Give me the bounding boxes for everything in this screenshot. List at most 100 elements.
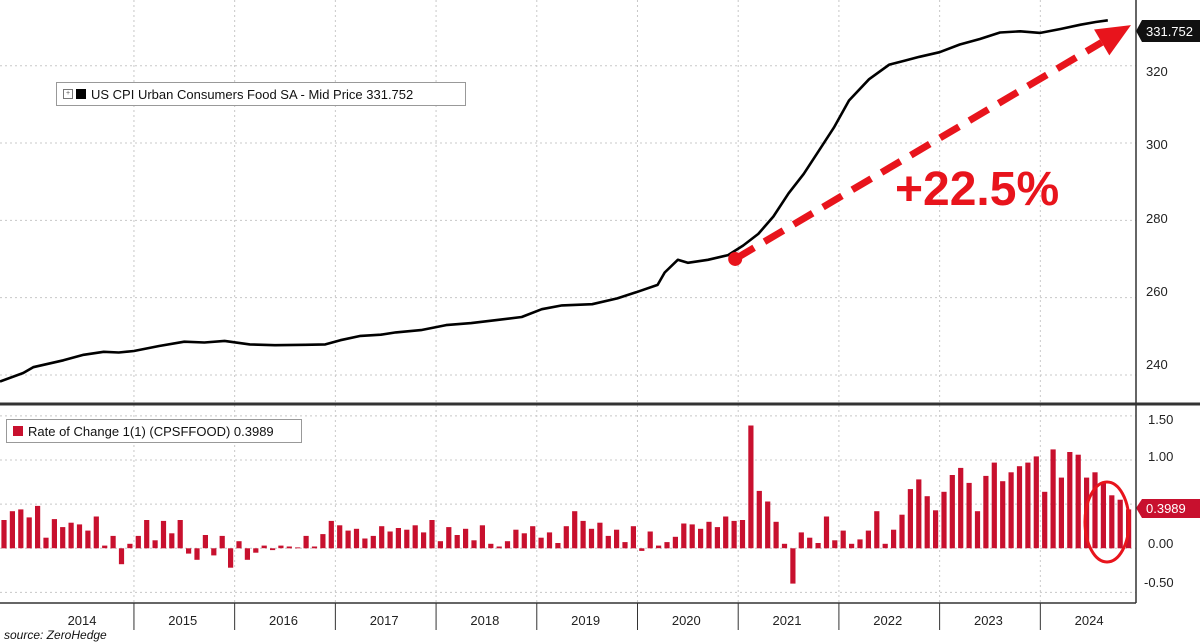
roc-bar xyxy=(580,520,586,549)
roc-bar xyxy=(429,520,435,549)
roc-bar xyxy=(9,511,15,549)
roc-bar xyxy=(983,475,989,549)
roc-bar xyxy=(664,542,670,549)
roc-bar xyxy=(286,546,292,549)
x-tick-label: 2024 xyxy=(1075,613,1104,628)
roc-bar xyxy=(639,548,645,551)
roc-bar xyxy=(672,536,678,549)
cpi-legend-label: US CPI Urban Consumers Food SA - Mid Pri… xyxy=(91,86,414,102)
roc-bar xyxy=(781,543,788,549)
roc-bar xyxy=(656,545,662,549)
roc-bar xyxy=(437,541,443,549)
roc-bar xyxy=(1050,449,1056,549)
roc-bar xyxy=(630,526,636,549)
roc-bar xyxy=(93,516,99,549)
roc-bar xyxy=(144,520,150,549)
roc-bar xyxy=(328,520,334,549)
roc-bar xyxy=(337,525,343,549)
roc-bar xyxy=(479,525,485,549)
roc-bar xyxy=(790,548,796,584)
roc-bar xyxy=(496,546,502,549)
roc-bar xyxy=(857,539,863,549)
roc-bar xyxy=(471,540,477,549)
roc-bar xyxy=(169,533,175,549)
roc-bar xyxy=(605,535,611,549)
roc-bar xyxy=(765,501,771,549)
x-tick-label: 2022 xyxy=(873,613,902,628)
roc-bar xyxy=(958,467,964,549)
roc-bar xyxy=(446,527,452,549)
roc-bar xyxy=(488,543,494,549)
expand-icon[interactable]: + xyxy=(63,89,73,99)
x-tick-label: 2023 xyxy=(974,613,1003,628)
roc-bar xyxy=(379,526,385,549)
roc-bar xyxy=(463,528,469,549)
roc-bar xyxy=(85,530,91,549)
roc-bar xyxy=(966,482,972,549)
start-dot xyxy=(728,251,743,266)
roc-bar xyxy=(991,462,997,549)
roc-last-value: 0.3989 xyxy=(1146,501,1186,516)
roc-bar xyxy=(521,533,527,549)
roc-bar xyxy=(849,543,855,549)
roc-bar xyxy=(597,522,603,549)
roc-bar xyxy=(572,511,578,549)
source-caption: source: ZeroHedge xyxy=(4,628,107,642)
roc-bar xyxy=(882,543,888,549)
bottom-y-axis: 1.50 1.00 0.00 -0.50 xyxy=(1144,412,1174,590)
roc-bar xyxy=(370,535,376,549)
roc-bar xyxy=(949,475,955,549)
roc-bar xyxy=(1075,454,1081,549)
bottom-y-tick-label: 0.00 xyxy=(1148,536,1173,551)
roc-bar xyxy=(395,528,401,549)
roc-bar xyxy=(421,532,427,549)
roc-bar xyxy=(530,526,536,549)
cpi-last-value-tag: 331.752 xyxy=(1136,20,1200,42)
roc-bar xyxy=(681,523,687,549)
roc-bar xyxy=(43,537,49,549)
top-y-tick-label: 300 xyxy=(1146,137,1168,152)
roc-bar xyxy=(840,530,846,549)
roc-bar xyxy=(538,537,544,549)
roc-bar xyxy=(748,425,754,549)
roc-bar xyxy=(1000,481,1006,549)
roc-bar xyxy=(127,543,133,549)
top-y-tick-label: 240 xyxy=(1146,357,1168,372)
roc-bar xyxy=(933,510,939,549)
bottom-y-tick-label: -0.50 xyxy=(1144,575,1174,590)
rate-of-change-bars xyxy=(1,425,1132,584)
roc-bar xyxy=(152,540,158,549)
roc-bar xyxy=(1,520,7,549)
roc-bar xyxy=(1016,466,1023,549)
roc-bar xyxy=(815,543,821,549)
roc-bar xyxy=(236,541,242,549)
roc-bar xyxy=(454,535,460,549)
roc-bar xyxy=(110,535,116,549)
roc-bar xyxy=(706,521,712,549)
roc-bar xyxy=(1033,456,1039,549)
roc-bar xyxy=(1109,495,1115,549)
cpi-last-value: 331.752 xyxy=(1146,24,1193,39)
roc-bar xyxy=(18,509,24,549)
roc-bar xyxy=(513,529,519,549)
top-y-tick-label: 260 xyxy=(1146,284,1168,299)
roc-bar xyxy=(1008,472,1014,549)
roc-bar xyxy=(546,532,553,549)
roc-bar xyxy=(723,516,729,549)
roc-bar xyxy=(563,526,569,549)
x-tick-label: 2016 xyxy=(269,613,298,628)
roc-bar xyxy=(412,525,418,549)
roc-bar xyxy=(102,545,108,549)
roc-bar xyxy=(404,529,410,549)
roc-legend: Rate of Change 1(1) (CPSFFOOD) 0.3989 xyxy=(6,419,302,443)
legend-swatch-red xyxy=(13,426,23,436)
roc-bar xyxy=(202,535,208,549)
increase-arrow-head xyxy=(1094,25,1131,56)
x-tick-label: 2019 xyxy=(571,613,600,628)
roc-bar xyxy=(211,548,217,556)
roc-bar xyxy=(278,545,284,549)
roc-bar xyxy=(974,511,981,549)
roc-bar xyxy=(1067,452,1073,549)
roc-bar xyxy=(874,511,880,549)
roc-bar xyxy=(320,534,326,549)
